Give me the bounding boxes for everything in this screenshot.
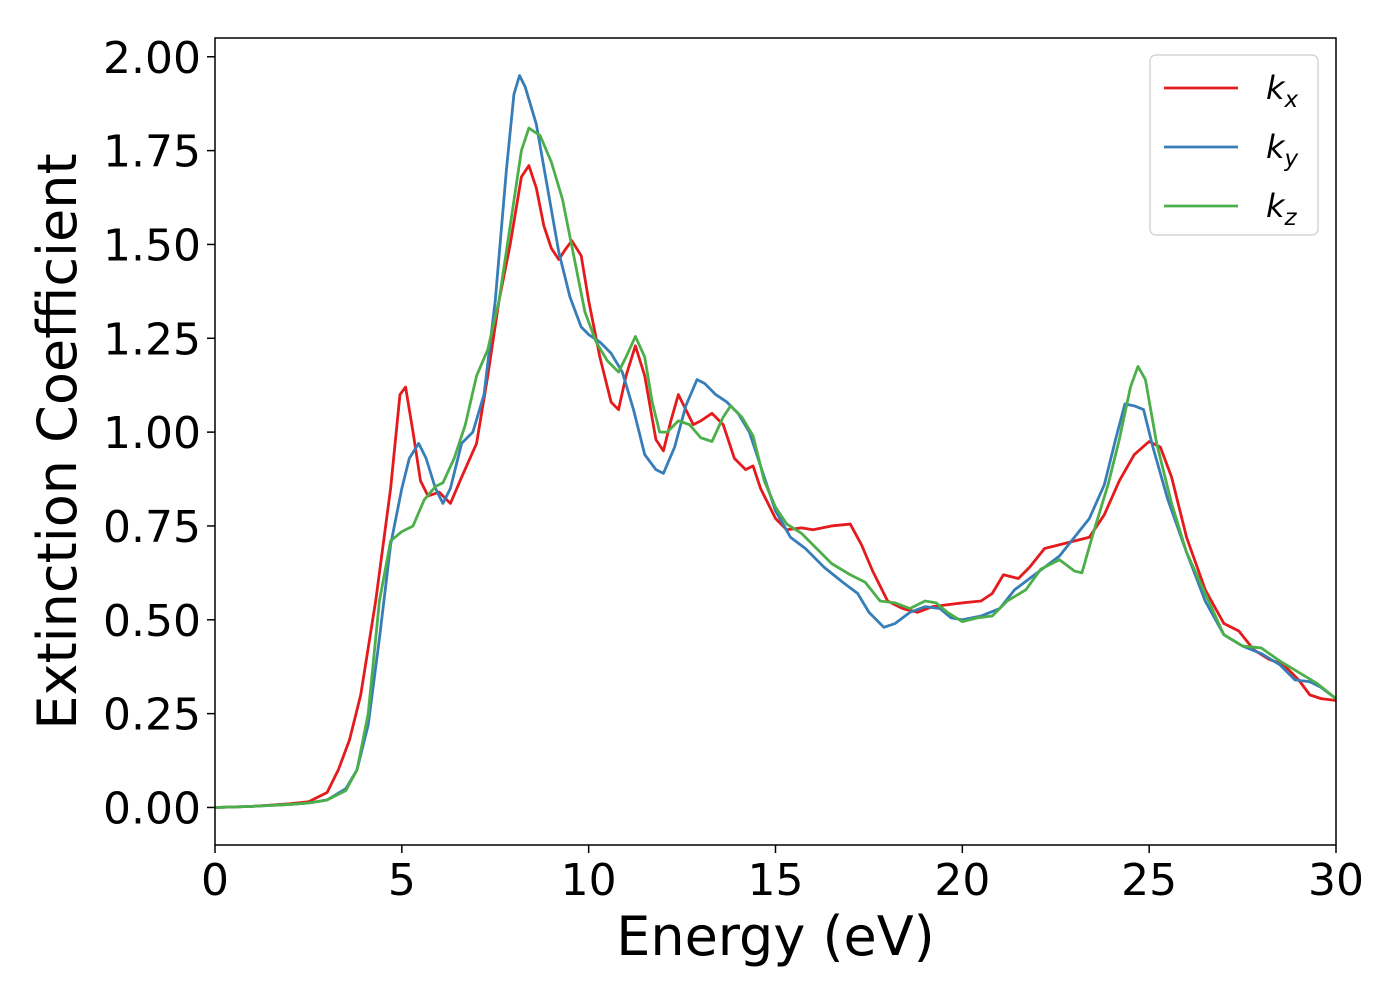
x-tick-label: 15 — [748, 855, 804, 906]
x-axis-title: Energy (eV) — [616, 905, 935, 968]
x-axis: 0 5 10 15 20 25 30 — [201, 845, 1364, 906]
legend-subscript: y — [1284, 146, 1299, 172]
y-tick-label: 2.00 — [103, 33, 201, 84]
series-line-kx — [215, 164, 1336, 809]
x-tick-label: 30 — [1308, 855, 1364, 906]
x-tick-label: 10 — [561, 855, 617, 906]
legend-subscript: z — [1284, 205, 1298, 231]
x-tick-label: 25 — [1121, 855, 1177, 906]
series-line-ky — [215, 74, 1336, 809]
series-line-kz — [215, 126, 1336, 809]
y-tick-label: 0.50 — [103, 596, 201, 647]
x-tick-label: 20 — [934, 855, 990, 906]
y-axis: 0.00 0.25 0.50 0.75 1.00 1.25 1.50 1.75 2.00 — [103, 33, 215, 834]
y-tick-label: 1.25 — [103, 314, 201, 365]
series-layer — [215, 74, 1336, 809]
x-tick-label: 5 — [388, 855, 416, 906]
x-tick-label: 0 — [201, 855, 229, 906]
y-tick-label: 1.50 — [103, 220, 201, 271]
legend-subscript: x — [1284, 87, 1299, 113]
y-tick-label: 0.75 — [103, 502, 201, 553]
y-axis-title: Extinction Coefficient — [26, 153, 89, 729]
y-tick-label: 0.25 — [103, 690, 201, 741]
y-tick-label: 1.00 — [103, 408, 201, 459]
legend-box — [1149, 54, 1319, 236]
y-tick-label: 0.00 — [103, 783, 201, 834]
y-tick-label: 1.75 — [103, 127, 201, 178]
